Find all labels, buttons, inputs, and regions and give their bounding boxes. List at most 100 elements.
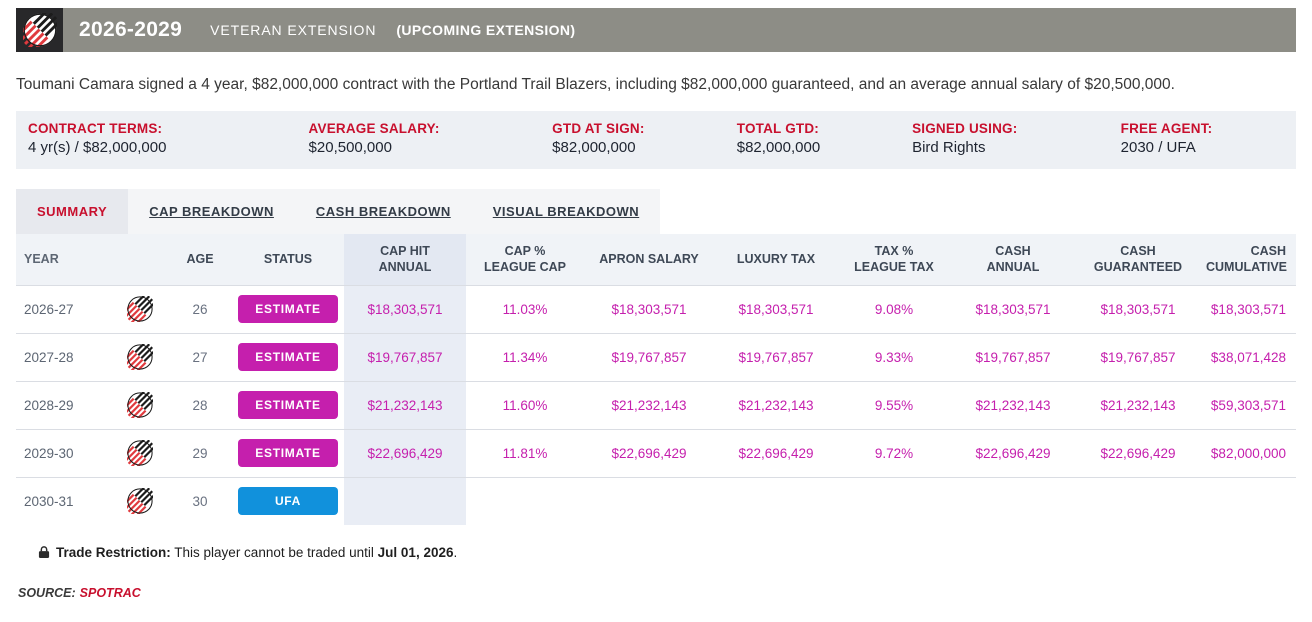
col-header-cap-pct: CAP % LEAGUE CAP xyxy=(466,234,584,285)
cash-cumulative-cell xyxy=(1200,476,1296,525)
tax-pct-cell: 9.72% xyxy=(838,428,950,477)
trade-restriction-text: This player cannot be traded until xyxy=(170,545,378,560)
trade-restriction-suffix: . xyxy=(453,545,458,560)
source-line: SOURCE: SPOTRAC xyxy=(18,586,1296,600)
luxury-tax-cell: $19,767,857 xyxy=(714,332,838,381)
status-cell: ESTIMATE xyxy=(232,428,344,477)
cash-cumulative-cell: $18,303,571 xyxy=(1200,284,1296,333)
term-value: $20,500,000 xyxy=(308,139,392,156)
trail-blazers-logo-icon xyxy=(127,392,153,418)
cash-guaranteed-cell xyxy=(1076,476,1200,525)
age-cell: 26 xyxy=(168,284,232,333)
term-value: $82,000,000 xyxy=(736,139,821,156)
table-row-2027-28: 2027-28 27 ESTIMATE $19,767,857 11.34% $… xyxy=(16,332,1296,381)
col-header-team xyxy=(112,234,168,285)
cap-hit-cell: $19,767,857 xyxy=(344,332,466,381)
cap-pct-cell: 11.03% xyxy=(466,284,584,333)
tab-summary[interactable]: SUMMARY xyxy=(16,189,129,234)
cash-annual-cell: $18,303,571 xyxy=(950,284,1076,333)
cash-guaranteed-cell: $21,232,143 xyxy=(1076,380,1200,429)
term-value: 2030 / UFA xyxy=(1120,139,1196,156)
term-free-agent: FREE AGENT: 2030 / UFA xyxy=(1121,121,1296,156)
cash-annual-cell: $21,232,143 xyxy=(950,380,1076,429)
trail-blazers-logo-icon xyxy=(127,296,153,322)
tab-cap-breakdown[interactable]: CAP BREAKDOWN xyxy=(149,204,274,219)
status-badge-estimate[interactable]: ESTIMATE xyxy=(238,295,338,323)
col-header-cash-guaranteed: CASH GUARANTEED xyxy=(1076,234,1200,285)
col-header-status: STATUS xyxy=(232,234,344,285)
team-logo-cell xyxy=(112,284,168,333)
year-cell: 2026-27 xyxy=(16,284,112,333)
cap-hit-cell: $21,232,143 xyxy=(344,380,466,429)
term-signed-using: SIGNED USING: Bird Rights xyxy=(912,121,1121,156)
cap-pct-cell xyxy=(466,476,584,525)
term-label: GTD AT SIGN: xyxy=(552,121,645,136)
apron-salary-cell: $18,303,571 xyxy=(584,284,714,333)
source-link[interactable]: SPOTRAC xyxy=(79,586,141,600)
status-badge-estimate[interactable]: ESTIMATE xyxy=(238,343,338,371)
trade-restriction-date: Jul 01, 2026 xyxy=(377,545,454,560)
apron-salary-cell: $22,696,429 xyxy=(584,428,714,477)
cap-pct-cell: 11.60% xyxy=(466,380,584,429)
term-label: FREE AGENT: xyxy=(1120,121,1213,136)
status-cell: ESTIMATE xyxy=(232,284,344,333)
contract-type: VETERAN EXTENSION xyxy=(210,22,377,38)
age-cell: 30 xyxy=(168,476,232,525)
trail-blazers-logo-icon xyxy=(127,344,153,370)
term-average-salary: AVERAGE SALARY: $20,500,000 xyxy=(309,121,553,156)
cap-hit-cell: $18,303,571 xyxy=(344,284,466,333)
term-value: 4 yr(s) / $82,000,000 xyxy=(28,139,167,156)
cash-guaranteed-cell: $18,303,571 xyxy=(1076,284,1200,333)
cash-cumulative-cell: $82,000,000 xyxy=(1200,428,1296,477)
col-header-cash-cumulative: CASH CUMULATIVE xyxy=(1200,234,1296,285)
term-label: SIGNED USING: xyxy=(912,121,1018,136)
trail-blazers-logo-icon xyxy=(23,13,57,47)
cash-annual-cell xyxy=(950,476,1076,525)
age-cell: 28 xyxy=(168,380,232,429)
cap-hit-cell xyxy=(344,476,466,525)
tax-pct-cell: 9.33% xyxy=(838,332,950,381)
term-label: CONTRACT TERMS: xyxy=(28,121,163,136)
cash-guaranteed-cell: $22,696,429 xyxy=(1076,428,1200,477)
tab-cash-breakdown[interactable]: CASH BREAKDOWN xyxy=(315,204,451,219)
tax-pct-cell xyxy=(838,476,950,525)
term-total-gtd: TOTAL GTD: $82,000,000 xyxy=(737,121,912,156)
source-label: SOURCE: xyxy=(18,586,76,600)
col-header-cap-hit: CAP HIT ANNUAL xyxy=(344,234,466,285)
status-badge-estimate[interactable]: ESTIMATE xyxy=(238,391,338,419)
year-cell: 2028-29 xyxy=(16,380,112,429)
age-cell: 29 xyxy=(168,428,232,477)
col-header-luxury-tax: LUXURY TAX xyxy=(714,234,838,285)
status-cell: ESTIMATE xyxy=(232,332,344,381)
table-row-2029-30: 2029-30 29 ESTIMATE $22,696,429 11.81% $… xyxy=(16,428,1296,477)
status-badge-ufa[interactable]: UFA xyxy=(238,487,338,516)
year-cell: 2030-31 xyxy=(16,476,112,525)
col-header-tax-pct: TAX % LEAGUE TAX xyxy=(838,234,950,285)
status-cell: UFA xyxy=(232,476,344,525)
team-logo-cell xyxy=(112,332,168,381)
tab-visual-breakdown[interactable]: VISUAL BREAKDOWN xyxy=(492,204,640,219)
cash-guaranteed-cell: $19,767,857 xyxy=(1076,332,1200,381)
luxury-tax-cell: $21,232,143 xyxy=(714,380,838,429)
status-cell: ESTIMATE xyxy=(232,380,344,429)
term-gtd-at-sign: GTD AT SIGN: $82,000,000 xyxy=(552,121,737,156)
trade-restriction-label: Trade Restriction: xyxy=(56,545,171,560)
cap-pct-cell: 11.34% xyxy=(466,332,584,381)
year-cell: 2029-30 xyxy=(16,428,112,477)
contract-header-bar: 2026-2029 VETERAN EXTENSION (UPCOMING EX… xyxy=(16,8,1296,52)
col-header-age: AGE xyxy=(168,234,232,285)
year-cell: 2027-28 xyxy=(16,332,112,381)
team-logo-block xyxy=(16,8,63,52)
status-badge-estimate[interactable]: ESTIMATE xyxy=(238,439,338,467)
table-row-2028-29: 2028-29 28 ESTIMATE $21,232,143 11.60% $… xyxy=(16,380,1296,429)
apron-salary-cell: $19,767,857 xyxy=(584,332,714,381)
term-label: TOTAL GTD: xyxy=(736,121,819,136)
tax-pct-cell: 9.55% xyxy=(838,380,950,429)
term-contract-terms: CONTRACT TERMS: 4 yr(s) / $82,000,000 xyxy=(28,121,309,156)
col-header-apron-salary: APRON SALARY xyxy=(584,234,714,285)
contract-terms-strip: CONTRACT TERMS: 4 yr(s) / $82,000,000 AV… xyxy=(16,111,1296,169)
lock-icon xyxy=(38,546,50,558)
cash-cumulative-cell: $38,071,428 xyxy=(1200,332,1296,381)
luxury-tax-cell: $22,696,429 xyxy=(714,428,838,477)
